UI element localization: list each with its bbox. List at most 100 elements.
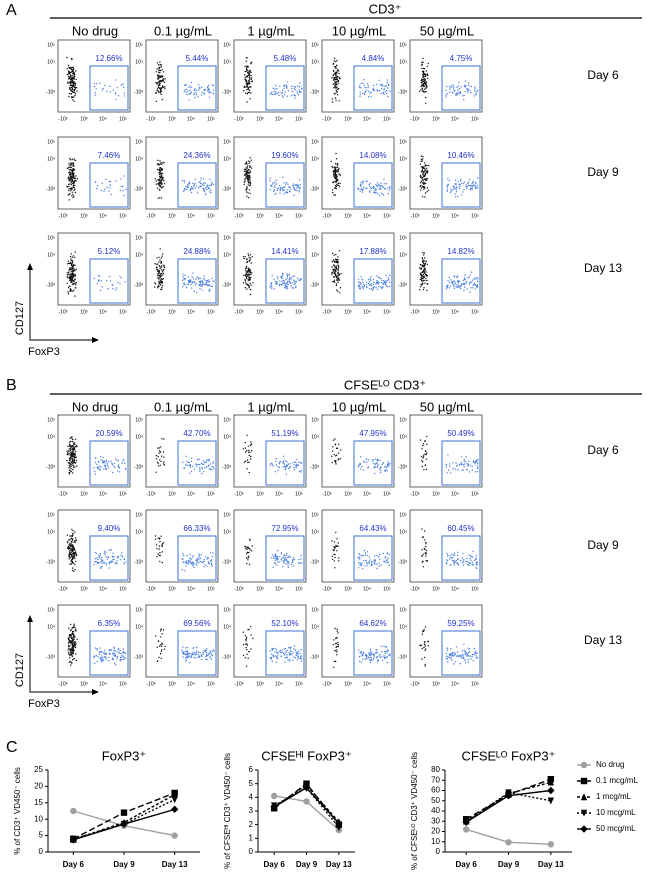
- cell-dot: [103, 653, 104, 654]
- cell-dot: [462, 553, 463, 554]
- flow-y-tick: 10⁵: [223, 417, 231, 423]
- cell-dot: [184, 89, 185, 90]
- flow-x-tick: 10⁴: [275, 309, 283, 315]
- cell-dot: [371, 565, 372, 566]
- cell-dot: [199, 288, 200, 289]
- cell-dot: [464, 84, 465, 85]
- cell-dot: [203, 650, 204, 651]
- column-header: 1 µg/mL: [247, 399, 294, 414]
- gate: [442, 536, 480, 580]
- cell-dot: [370, 657, 371, 658]
- cell-dot: [332, 192, 333, 193]
- cell-dot: [71, 655, 72, 656]
- cell-dot: [246, 67, 247, 68]
- cell-dot: [280, 189, 281, 190]
- cell-dot: [359, 559, 360, 560]
- cell-dot: [121, 659, 122, 660]
- cell-dot: [184, 91, 185, 92]
- cell-dot: [425, 542, 426, 543]
- cell-dot: [370, 187, 371, 188]
- cell-dot: [294, 462, 295, 463]
- plot-frame: [322, 605, 394, 677]
- cell-dot: [249, 564, 250, 565]
- cell-dot: [249, 74, 250, 75]
- cell-dot: [283, 193, 284, 194]
- cell-dot: [369, 281, 370, 282]
- cell-dot: [362, 282, 363, 283]
- cell-dot: [97, 283, 98, 284]
- cell-dot: [273, 91, 274, 92]
- cell-dot: [452, 655, 453, 656]
- cell-dot: [276, 565, 277, 566]
- cell-dot: [335, 254, 336, 255]
- cell-dot: [383, 553, 384, 554]
- cell-dot: [467, 90, 468, 91]
- cell-dot: [459, 88, 460, 89]
- cell-dot: [70, 178, 71, 179]
- cell-dot: [247, 460, 248, 461]
- cell-dot: [74, 641, 75, 642]
- cell-dot: [68, 163, 69, 164]
- cell-dot: [158, 261, 159, 262]
- cell-dot: [73, 467, 74, 468]
- cell-dot: [467, 465, 468, 466]
- cell-dot: [290, 557, 291, 558]
- cell-dot: [244, 175, 245, 176]
- cell-dot: [365, 91, 366, 92]
- cell-dot: [449, 86, 450, 87]
- cell-dot: [295, 89, 296, 90]
- cell-dot: [425, 645, 426, 646]
- flow-y-tick: -10³: [134, 464, 143, 470]
- cell-dot: [299, 179, 300, 180]
- cell-dot: [287, 276, 288, 277]
- flow-x-tick: 10³: [432, 213, 440, 219]
- cell-dot: [101, 561, 102, 562]
- y-axis-label: CD127: [14, 301, 26, 335]
- cell-dot: [422, 457, 423, 458]
- cell-dot: [421, 556, 422, 557]
- cell-dot: [200, 180, 201, 181]
- cell-dot: [71, 67, 72, 68]
- cell-dot: [293, 287, 294, 288]
- cell-dot: [287, 280, 288, 281]
- cell-dot: [158, 273, 159, 274]
- cell-dot: [246, 259, 247, 260]
- cell-dot: [159, 552, 160, 553]
- cell-dot: [210, 561, 211, 562]
- cell-dot: [99, 556, 100, 557]
- cell-dot: [377, 193, 378, 194]
- cell-dot: [71, 265, 72, 266]
- cell-dot: [301, 658, 302, 659]
- cell-dot: [120, 657, 121, 658]
- cell-dot: [196, 564, 197, 565]
- cell-dot: [67, 272, 68, 273]
- cell-dot: [388, 96, 389, 97]
- cell-dot: [188, 561, 189, 562]
- gate-percent: 4.84%: [362, 54, 385, 63]
- cell-dot: [161, 287, 162, 288]
- legend-marker: [581, 762, 587, 768]
- cell-dot: [161, 184, 162, 185]
- cell-dot: [160, 636, 161, 637]
- cell-dot: [280, 190, 281, 191]
- cell-dot: [187, 465, 188, 466]
- cell-dot: [188, 560, 189, 561]
- y-tick-label: 30: [431, 816, 440, 825]
- series-line: [274, 788, 339, 824]
- cell-dot: [98, 562, 99, 563]
- cell-dot: [424, 530, 425, 531]
- cell-dot: [71, 90, 72, 91]
- cell-dot: [203, 559, 204, 560]
- cell-dot: [296, 281, 297, 282]
- cell-dot: [209, 657, 210, 658]
- cell-dot: [159, 61, 160, 62]
- cell-dot: [99, 647, 100, 648]
- cell-dot: [423, 455, 424, 456]
- cell-dot: [469, 90, 470, 91]
- flow-y-tick: -10³: [398, 186, 407, 192]
- flow-plot: 10⁵10⁴-10³-10³10³10⁴10⁵24.36%: [134, 137, 218, 219]
- cell-dot: [243, 282, 244, 283]
- cell-dot: [378, 80, 379, 81]
- cell-dot: [283, 555, 284, 556]
- flow-x-tick: 10⁵: [471, 586, 479, 592]
